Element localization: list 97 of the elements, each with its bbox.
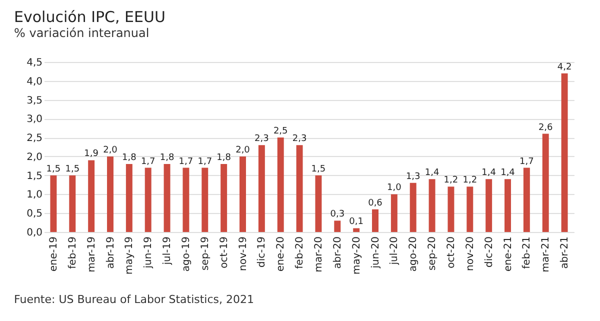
bar: [69, 175, 76, 232]
bar: [202, 168, 208, 232]
y-tick-label: 1,0: [26, 190, 42, 201]
bar: [240, 156, 246, 232]
bar: [504, 179, 511, 232]
x-tick-label: sep-19: [200, 236, 211, 271]
x-tick-label: sep-20: [427, 236, 438, 271]
x-tick-label: jun-19: [143, 236, 154, 270]
data-label: 1,7: [178, 156, 194, 167]
data-label: 1,2: [462, 176, 478, 186]
data-label: 1,4: [424, 168, 440, 178]
data-label: 0,1: [349, 217, 364, 228]
x-tick-label: jul-19: [162, 236, 174, 266]
y-tick-label: 1,5: [26, 170, 42, 182]
bar: [561, 73, 568, 232]
data-label: 1,8: [160, 153, 174, 163]
data-label: 1,7: [140, 156, 156, 167]
x-tick-label: dic-19: [256, 236, 268, 268]
bar: [486, 179, 492, 232]
bar: [410, 182, 416, 232]
y-tick-label: 4,0: [26, 76, 42, 88]
bar: [164, 164, 170, 232]
x-tick-label: nov-20: [464, 236, 476, 271]
data-label: 1,7: [520, 156, 534, 167]
y-tick-label: 2,0: [26, 152, 42, 163]
chart-title: Evolución IPC, EEUU: [14, 8, 166, 26]
bar: [448, 186, 454, 232]
bar: [220, 164, 228, 232]
bar: [390, 194, 398, 232]
bar: [107, 156, 114, 232]
bar: [334, 220, 341, 232]
bar: [296, 145, 303, 232]
y-tick-label: 0,0: [26, 228, 42, 238]
bar: [88, 160, 95, 232]
bar: [542, 134, 549, 232]
bar: [182, 168, 190, 232]
data-label: 1,8: [122, 153, 137, 163]
chart-subtitle: % variación interanual: [14, 26, 150, 40]
x-tick-label: ago-20: [408, 236, 420, 272]
data-label: 1,8: [216, 153, 232, 163]
x-tick-label: mar-19: [86, 236, 98, 272]
x-tick-label: mar-21: [540, 236, 552, 272]
data-label: 1,0: [387, 183, 402, 194]
data-label: 2,3: [254, 134, 269, 144]
data-label: 1,5: [311, 164, 326, 174]
data-label: 1,7: [198, 156, 212, 167]
data-label: 4,2: [557, 62, 572, 72]
x-tick-label: may-19: [124, 236, 136, 274]
x-tick-label: nov-19: [238, 236, 249, 271]
bar: [353, 228, 360, 232]
bar: [428, 179, 436, 232]
x-tick-label: oct-20: [446, 236, 457, 268]
y-tick-label: 2,5: [26, 133, 42, 144]
y-tick-label: 3,0: [26, 114, 42, 126]
data-label: 0,3: [330, 210, 345, 220]
x-tick-label: may-20: [351, 236, 362, 274]
data-label: 1,5: [46, 164, 61, 174]
x-tick-label: feb-21: [522, 236, 533, 269]
bar: [258, 145, 265, 232]
data-label: 1,4: [500, 168, 516, 178]
x-tick-label: oct-19: [218, 236, 230, 268]
data-label: 2,5: [273, 126, 288, 137]
x-tick-label: jul-20: [389, 236, 400, 266]
data-label: 2,0: [236, 145, 250, 156]
data-label: 1,2: [444, 176, 458, 186]
data-label: 1,4: [482, 168, 496, 178]
x-tick-label: ene-21: [502, 236, 514, 272]
x-tick-label: dic-20: [484, 236, 495, 268]
bar: [144, 168, 152, 232]
x-tick-label: abr-21: [560, 236, 571, 269]
bar: [50, 175, 57, 232]
bar: [315, 175, 322, 232]
bar: [523, 168, 530, 232]
data-label: 0,6: [368, 198, 383, 208]
data-label: 1,3: [406, 172, 420, 182]
x-tick-label: ene-19: [48, 236, 60, 272]
bar: [466, 186, 474, 232]
x-tick-label: abr-19: [105, 236, 116, 269]
data-label: 1,9: [84, 149, 99, 160]
source-note: Fuente: US Bureau of Labor Statistics, 2021: [14, 293, 254, 306]
x-tick-label: feb-20: [294, 236, 306, 269]
x-tick-label: abr-20: [332, 236, 344, 269]
x-tick-label: ene-20: [276, 236, 287, 272]
data-label: 1,5: [65, 164, 80, 174]
x-tick-label: mar-20: [313, 236, 324, 272]
y-tick-label: 4,5: [26, 58, 42, 68]
y-tick-label: 0,5: [26, 208, 42, 220]
bar: [277, 138, 284, 232]
bar: [372, 209, 378, 232]
y-tick-label: 3,5: [26, 95, 42, 106]
data-label: 2,0: [103, 145, 118, 156]
data-label: 2,3: [292, 134, 307, 144]
x-tick-label: feb-19: [67, 236, 78, 269]
bar: [126, 164, 132, 232]
x-tick-label: ago-19: [180, 236, 192, 272]
x-tick-label: jun-20: [370, 236, 382, 270]
data-label: 2,6: [538, 122, 554, 133]
